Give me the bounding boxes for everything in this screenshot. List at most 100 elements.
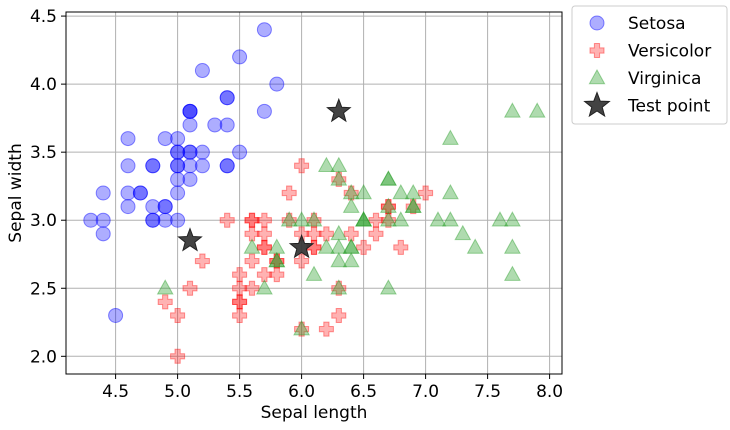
x-tick-label: 5.5 — [226, 382, 253, 402]
versicolor-point — [170, 307, 186, 323]
virginica-point — [491, 211, 509, 227]
setosa-point — [95, 226, 111, 242]
virginica-point — [441, 183, 459, 200]
versicolor-point — [170, 348, 186, 364]
setosa-point — [145, 158, 161, 174]
versicolor-point — [269, 253, 285, 269]
setosa-point — [269, 76, 285, 92]
y-tick-label: 3.0 — [30, 211, 57, 231]
test-point-point — [177, 227, 203, 252]
versicolor-point — [294, 226, 310, 242]
legend: Setosa Versicolor Virginica Test point — [571, 5, 728, 125]
y-tick-label: 2.5 — [30, 279, 57, 299]
virginica-point — [379, 170, 397, 186]
virginica-point — [330, 279, 348, 295]
virginica-point — [441, 129, 459, 145]
virginica-point — [379, 279, 397, 295]
versicolor-point — [318, 321, 334, 337]
legend-marker-versicolor — [589, 43, 605, 58]
setosa-point — [182, 103, 198, 119]
setosa-point — [132, 185, 148, 201]
versicolor-point — [306, 212, 322, 228]
x-tick-label: 6.0 — [288, 382, 315, 402]
virginica-point — [503, 211, 521, 227]
versicolor-point — [294, 253, 310, 269]
legend-marker-setosa — [589, 15, 605, 31]
plot-area-frame — [65, 11, 563, 375]
virginica-point — [404, 183, 422, 200]
virginica-point — [280, 211, 298, 227]
virginica-point — [454, 224, 472, 241]
setosa-point — [145, 212, 161, 228]
versicolor-point — [318, 226, 334, 242]
setosa-point — [108, 307, 124, 323]
setosa-point — [170, 158, 186, 174]
virginica-point — [330, 224, 348, 241]
x-tick-label: 7.5 — [474, 382, 501, 402]
virginica-point — [293, 320, 311, 336]
versicolor-point — [256, 267, 272, 283]
virginica-point — [404, 197, 422, 213]
versicolor-point — [256, 239, 272, 255]
setosa-point — [120, 131, 136, 147]
test-point-point — [288, 234, 315, 259]
versicolor-point — [418, 185, 434, 201]
legend-label-virginica: Virginica — [628, 69, 701, 89]
setosa-point — [182, 144, 198, 160]
virginica-point — [528, 102, 546, 118]
versicolor-point — [256, 226, 272, 242]
versicolor-point — [393, 239, 409, 255]
virginica-point — [317, 156, 335, 173]
setosa-point — [83, 212, 99, 228]
setosa-point — [157, 131, 173, 147]
versicolor-point — [244, 226, 260, 242]
virginica-point — [342, 197, 360, 213]
virginica-point — [268, 252, 286, 268]
virginica-point — [330, 252, 348, 268]
versicolor-point — [256, 239, 272, 255]
virginica-point — [379, 170, 397, 186]
x-tick-label: 7.0 — [412, 382, 439, 402]
setosa-point — [132, 185, 148, 201]
virginica-point — [305, 211, 323, 227]
versicolor-point — [356, 239, 372, 255]
setosa-point — [232, 49, 248, 65]
versicolor-point — [244, 212, 260, 228]
versicolor-point — [306, 226, 322, 242]
y-tick-label: 4.0 — [30, 75, 57, 95]
versicolor-point — [219, 212, 235, 228]
virginica-point — [355, 211, 373, 227]
virginica-point — [441, 211, 459, 227]
setosa-point — [182, 171, 198, 187]
legend-frame — [571, 5, 728, 125]
virginica-point — [392, 211, 410, 227]
versicolor-point — [269, 253, 285, 269]
virginica-point — [330, 170, 348, 186]
virginica-point — [243, 238, 261, 254]
versicolor-point — [232, 294, 248, 310]
grid-lines — [66, 12, 562, 374]
versicolor-point — [368, 212, 384, 228]
virginica-point — [503, 102, 521, 118]
legend-items: Setosa Versicolor Virginica Test point — [583, 14, 711, 118]
setosa-point — [219, 90, 235, 106]
setosa-point — [207, 117, 223, 133]
setosa-point — [194, 144, 210, 160]
versicolor-point — [380, 199, 396, 215]
setosa-point — [120, 158, 136, 174]
setosa-point — [182, 103, 198, 119]
virginica-point — [330, 156, 348, 173]
virginica-point — [404, 197, 422, 213]
virginica-point — [342, 238, 360, 254]
legend-marker-test-point — [583, 91, 611, 118]
setosa-point — [120, 185, 136, 201]
legend-marker-virginica — [588, 68, 606, 85]
setosa-point — [170, 171, 186, 187]
setosa-point — [170, 212, 186, 228]
setosa-point — [219, 158, 235, 174]
virginica-point — [466, 238, 484, 254]
setosa-point — [194, 63, 210, 79]
virginica-point — [392, 183, 410, 200]
versicolor-point — [281, 212, 297, 228]
setosa-point — [182, 117, 198, 133]
